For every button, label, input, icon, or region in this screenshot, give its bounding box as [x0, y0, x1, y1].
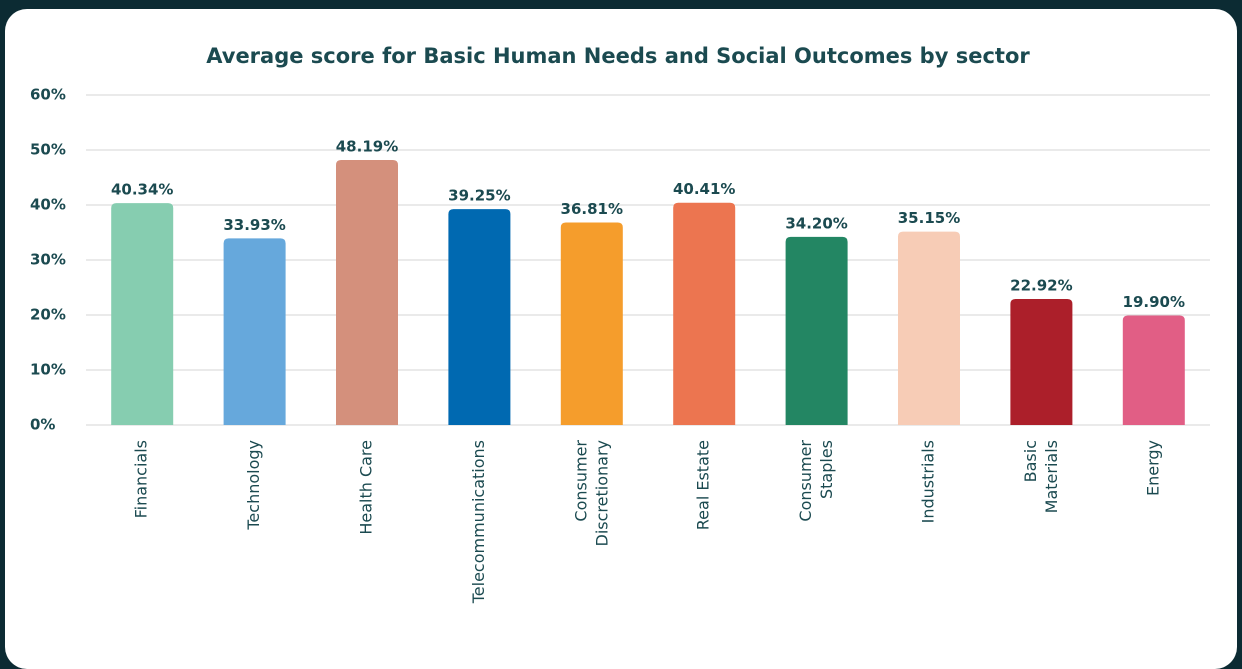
x-tick-label: Real Estate [694, 440, 713, 530]
bar [223, 238, 286, 425]
x-tick-label: Consumer Discretionary [571, 440, 611, 547]
x-tick-label: Technology [244, 440, 263, 531]
value-label: 39.25% [448, 187, 510, 205]
value-label: 48.19% [336, 137, 398, 155]
value-label: 40.34% [111, 181, 173, 199]
x-tick-label: Consumer Staples [796, 440, 836, 522]
x-tick-label: Basic Materials [1020, 440, 1060, 513]
value-label: 33.93% [223, 216, 285, 234]
value-label: 22.92% [1010, 276, 1072, 294]
y-tick-label: 20% [30, 306, 66, 324]
bar [1010, 298, 1073, 425]
value-label: 19.90% [1123, 293, 1185, 311]
x-tick-label: Health Care [357, 440, 376, 535]
value-label: 40.41% [673, 180, 735, 198]
bar [1122, 315, 1185, 425]
value-label: 35.15% [898, 209, 960, 227]
y-tick-label: 60% [30, 86, 66, 104]
y-tick-label: 10% [30, 361, 66, 379]
y-tick-label: 50% [30, 141, 66, 159]
value-label: 34.20% [785, 214, 847, 232]
y-tick-label: 40% [30, 196, 66, 214]
value-label: 36.81% [561, 200, 623, 218]
x-tick-label: Telecommunications [469, 440, 488, 604]
x-tick-label: Energy [1143, 440, 1162, 496]
bar [448, 209, 511, 425]
x-tick-label: Industrials [919, 440, 938, 523]
chart-title: Average score for Basic Human Needs and … [206, 44, 1030, 68]
bar [111, 203, 174, 425]
y-tick-label: 0% [30, 416, 55, 434]
bar [785, 236, 848, 425]
bar [560, 222, 623, 425]
bar [898, 231, 960, 425]
x-tick-label: Financials [132, 440, 151, 518]
bar [673, 202, 736, 425]
bar [336, 159, 398, 425]
y-tick-label: 30% [30, 251, 66, 269]
